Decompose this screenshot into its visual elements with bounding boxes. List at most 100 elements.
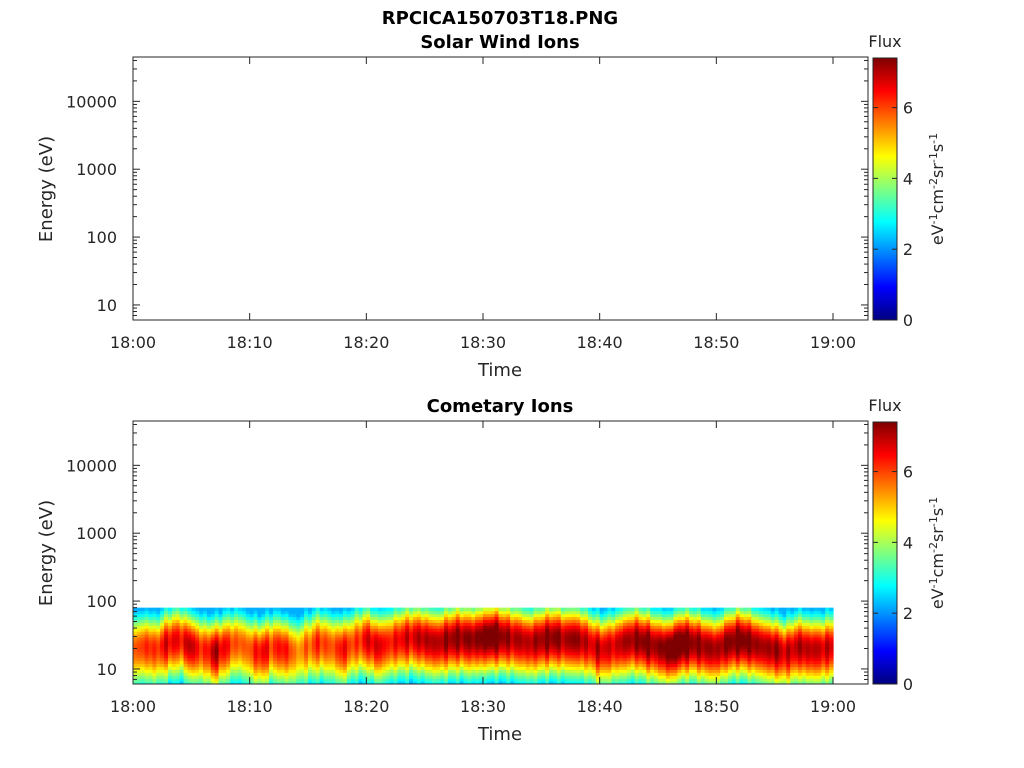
heatmap-cell [199, 675, 204, 679]
heatmap-cell [514, 607, 519, 612]
heatmap-cell [389, 654, 395, 659]
heatmap-cell [420, 681, 426, 684]
heatmap-cell [673, 625, 679, 629]
heatmap-cell [214, 672, 220, 676]
heatmap-cell [630, 648, 636, 653]
heatmap-cell [486, 648, 492, 653]
heatmap-cell [724, 607, 729, 612]
heatmap-cell [572, 625, 577, 629]
heatmap-cell [642, 669, 647, 673]
heatmap-cell [525, 634, 531, 638]
heatmap-cell [794, 634, 799, 638]
heatmap-cell [681, 660, 686, 665]
heatmap-cell [817, 672, 822, 676]
heatmap-cell [681, 619, 686, 623]
heatmap-cell [630, 678, 636, 682]
heatmap-cell [537, 634, 542, 638]
heatmap-cell [370, 669, 375, 673]
heatmap-cell [541, 622, 546, 626]
heatmap-cell [362, 669, 367, 673]
heatmap-cell [327, 669, 332, 673]
heatmap-cell [591, 663, 597, 667]
heatmap-cell [269, 663, 274, 667]
heatmap-cell [588, 622, 593, 626]
heatmap-cell [494, 628, 500, 632]
heatmap-cell [222, 648, 227, 653]
heatmap-cell [292, 681, 297, 684]
heatmap-cell [630, 634, 636, 638]
heatmap-cell [665, 660, 671, 665]
heatmap-cell [175, 625, 181, 629]
heatmap-cell [374, 613, 379, 618]
heatmap-cell [335, 648, 340, 653]
heatmap-cell [611, 637, 616, 641]
heatmap-cell [284, 625, 290, 629]
heatmap-cell [553, 657, 558, 662]
heatmap-cell [206, 645, 212, 650]
heatmap-cell [502, 634, 507, 638]
heatmap-cell [164, 681, 169, 684]
heatmap-cell [712, 645, 717, 650]
heatmap-cell [144, 648, 150, 653]
heatmap-cell [630, 669, 636, 673]
heatmap-cell [514, 616, 519, 620]
heatmap-cell [708, 678, 714, 682]
heatmap-cell [790, 663, 795, 667]
heatmap-cell [681, 639, 686, 644]
heatmap-cell [813, 619, 819, 623]
heatmap-cell [650, 622, 655, 626]
heatmap-cell [708, 637, 714, 641]
heatmap-cell [603, 631, 609, 635]
heatmap-cell [580, 619, 585, 623]
heatmap-cell [580, 666, 585, 670]
heatmap-cell [385, 678, 391, 682]
heatmap-cell [646, 613, 651, 618]
heatmap-cell [755, 628, 760, 632]
heatmap-cell [203, 681, 208, 684]
heatmap-cell [689, 634, 694, 638]
heatmap-cell [642, 681, 647, 684]
heatmap-cell [420, 639, 426, 644]
heatmap-cell [611, 634, 616, 638]
heatmap-cell [455, 642, 461, 647]
heatmap-cell [226, 663, 231, 667]
heatmap-cell [525, 678, 531, 682]
heatmap-cell [560, 616, 566, 620]
heatmap-cell [362, 642, 367, 647]
heatmap-cell [191, 622, 196, 626]
heatmap-cell [230, 619, 235, 623]
heatmap-cell [696, 654, 702, 659]
heatmap-cell [160, 610, 165, 615]
heatmap-cell [728, 613, 733, 618]
heatmap-cell [650, 619, 655, 623]
heatmap-cell [588, 660, 593, 665]
heatmap-cell [253, 651, 259, 656]
heatmap-cell [280, 622, 286, 626]
heatmap-cell [716, 645, 721, 650]
heatmap-cell [362, 616, 367, 620]
heatmap-cell [238, 625, 243, 629]
heatmap-cell [133, 616, 138, 620]
heatmap-cell [568, 631, 574, 635]
heatmap-cell [735, 607, 741, 612]
heatmap-cell [654, 681, 659, 684]
heatmap-cell [273, 613, 278, 618]
heatmap-cell [560, 610, 566, 615]
heatmap-cell [245, 607, 251, 612]
heatmap-cell [782, 645, 787, 650]
heatmap-cell [560, 637, 566, 641]
heatmap-cell [440, 637, 445, 641]
heatmap-cell [265, 631, 270, 635]
heatmap-cell [444, 651, 449, 656]
heatmap-cell [794, 622, 799, 626]
heatmap-cell [716, 651, 721, 656]
heatmap-cell [315, 663, 321, 667]
heatmap-cell [362, 622, 367, 626]
heatmap-cell [416, 672, 422, 676]
heatmap-cell [634, 672, 640, 676]
heatmap-cell [389, 637, 395, 641]
heatmap-cell [774, 619, 780, 623]
heatmap-cell [420, 637, 426, 641]
heatmap-cell [626, 619, 632, 623]
heatmap-cell [591, 616, 597, 620]
